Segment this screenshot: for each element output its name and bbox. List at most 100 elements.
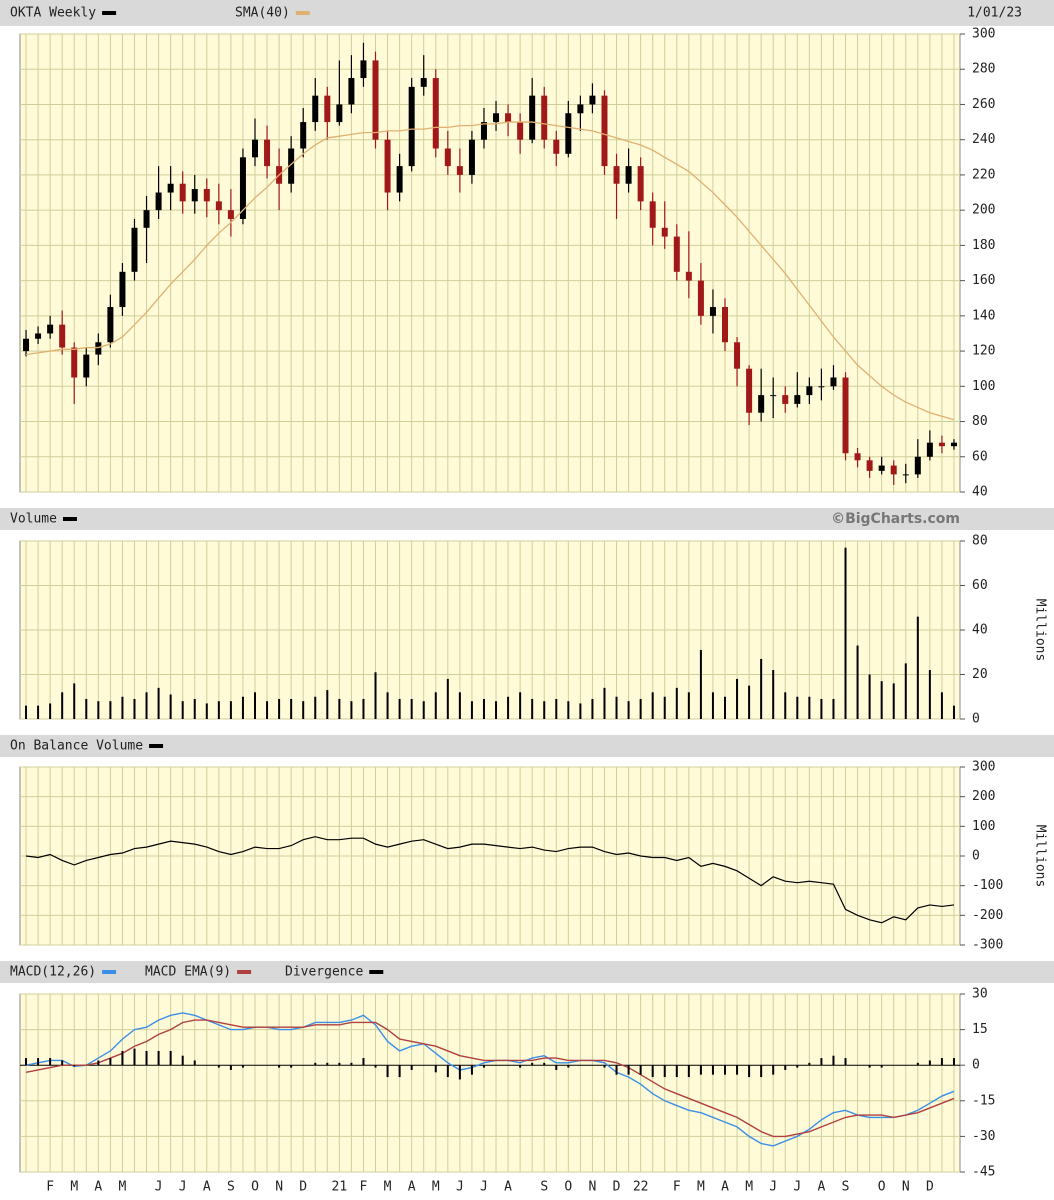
- bar: [121, 696, 124, 719]
- y-tick-label: 280: [972, 62, 995, 77]
- candle-body: [432, 78, 439, 149]
- legend-label: MACD EMA(9): [145, 965, 231, 980]
- bar: [844, 547, 847, 719]
- bar: [868, 1065, 871, 1068]
- candle-body: [179, 183, 186, 202]
- y-tick-label: 260: [972, 97, 995, 112]
- x-tick-label: O: [878, 1180, 886, 1195]
- bar: [434, 1065, 437, 1073]
- bar: [97, 701, 100, 719]
- candle-body: [950, 442, 957, 447]
- bar: [603, 1065, 606, 1068]
- bar: [446, 678, 449, 719]
- candle-body: [300, 122, 307, 149]
- candle-body: [215, 201, 222, 211]
- bar: [651, 692, 654, 719]
- y-tick-label: 0: [972, 849, 980, 864]
- bar: [760, 658, 763, 719]
- x-tick-label: M: [697, 1180, 705, 1195]
- x-tick-label: 22: [633, 1180, 649, 1195]
- candle-body: [71, 347, 78, 378]
- legend-swatch: [62, 517, 77, 521]
- x-tick-label: F: [46, 1180, 54, 1195]
- bar: [952, 705, 955, 719]
- candle-body: [360, 60, 367, 79]
- y-tick-label: 40: [972, 623, 988, 638]
- bar: [49, 1058, 52, 1066]
- y-tick-label: 20: [972, 667, 988, 682]
- x-tick-label: N: [275, 1180, 283, 1195]
- candle-body: [709, 307, 716, 316]
- bar: [736, 1065, 739, 1075]
- bar: [531, 698, 534, 719]
- bar: [711, 1065, 714, 1075]
- bar: [338, 698, 341, 719]
- candle-body: [541, 95, 548, 140]
- bar: [916, 616, 919, 719]
- candle-body: [866, 460, 873, 471]
- candle-body: [842, 377, 849, 454]
- bar: [519, 1065, 522, 1068]
- panel-header: [0, 508, 1054, 530]
- bar: [772, 670, 775, 719]
- x-tick-label: N: [589, 1180, 597, 1195]
- bar: [278, 1065, 281, 1068]
- bar: [386, 692, 389, 719]
- candle-body: [890, 465, 897, 475]
- bar: [193, 698, 196, 719]
- bar: [796, 696, 799, 719]
- x-tick-label: M: [745, 1180, 753, 1195]
- bar: [193, 1060, 196, 1066]
- series-line: [25, 121, 955, 421]
- candle-body: [770, 395, 777, 397]
- x-tick-label: 21: [332, 1180, 348, 1195]
- candle-body: [589, 95, 596, 105]
- candle-body: [444, 148, 451, 167]
- bar: [37, 705, 40, 719]
- y-tick-label: 60: [972, 449, 988, 464]
- candle-body: [625, 166, 632, 184]
- bar: [928, 670, 931, 719]
- plot-area: [19, 33, 961, 493]
- bar: [109, 701, 112, 719]
- x-tick-label: F: [673, 1180, 681, 1195]
- bar: [133, 698, 136, 719]
- candle-body: [565, 113, 572, 154]
- bar: [687, 1065, 690, 1078]
- bar: [133, 1048, 136, 1066]
- bar: [555, 698, 558, 719]
- bar: [49, 703, 52, 719]
- legend-label: Volume: [10, 512, 57, 527]
- candle-body: [420, 78, 427, 87]
- x-tick-label: A: [504, 1180, 512, 1195]
- legend-swatch: [149, 744, 164, 748]
- bar: [169, 694, 172, 719]
- bar: [832, 698, 835, 719]
- bar: [820, 1058, 823, 1066]
- bar: [808, 696, 811, 719]
- x-tick-label: A: [721, 1180, 729, 1195]
- candle-body: [782, 395, 789, 404]
- date-label: 1/01/23: [967, 6, 1022, 21]
- bar: [25, 1058, 28, 1066]
- panel-header: [0, 735, 1054, 757]
- candle-body: [312, 95, 319, 123]
- bar: [748, 1065, 751, 1078]
- bar: [25, 705, 28, 719]
- bar: [724, 696, 726, 719]
- candle-body: [191, 189, 198, 202]
- bar: [916, 1062, 919, 1066]
- bar: [591, 698, 594, 719]
- bar: [820, 698, 823, 719]
- candle-body: [926, 442, 933, 457]
- bar: [241, 1065, 244, 1068]
- x-tick-label: J: [155, 1180, 163, 1195]
- bar: [904, 663, 907, 719]
- candle-body: [818, 386, 825, 388]
- x-tick-label: M: [119, 1180, 127, 1195]
- candle-body: [23, 338, 30, 352]
- x-tick-label: M: [384, 1180, 392, 1195]
- candle-body: [746, 368, 753, 413]
- bar: [266, 701, 269, 719]
- bar: [278, 698, 281, 719]
